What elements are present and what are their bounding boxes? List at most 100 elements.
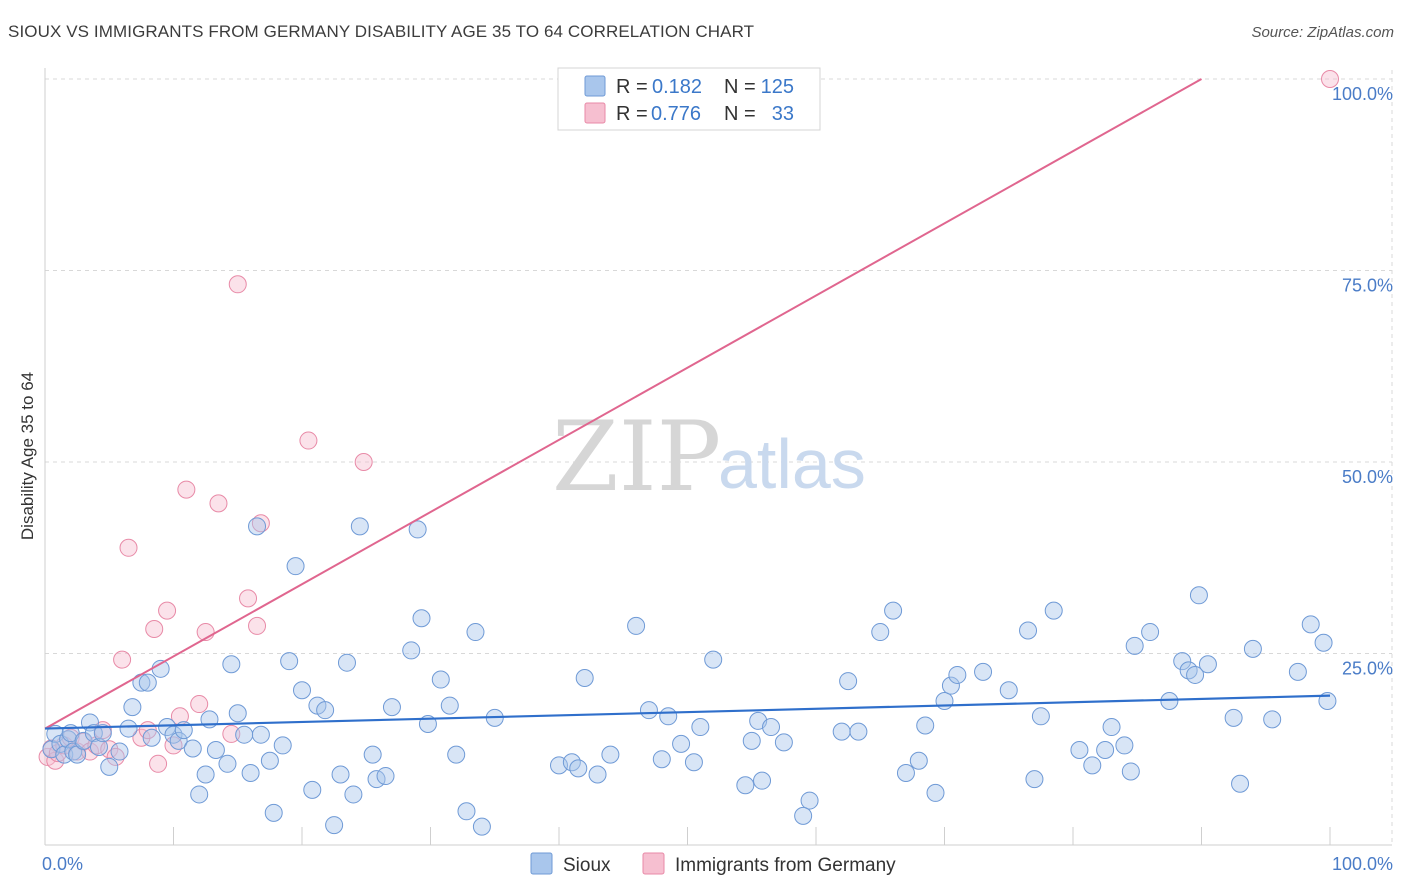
sioux-point <box>431 670 450 689</box>
sioux-trend-line <box>44 694 1331 730</box>
sioux-point <box>260 751 279 770</box>
sioux-point <box>138 673 157 692</box>
chart-title: SIOUX VS IMMIGRANTS FROM GERMANY DISABIL… <box>8 22 755 41</box>
sioux-point <box>1044 601 1063 620</box>
immigrants-point <box>119 538 138 557</box>
sioux-point <box>652 750 671 769</box>
sioux-point <box>896 763 915 782</box>
sioux-point <box>412 609 431 628</box>
sioux-point <box>241 763 260 782</box>
immigrants-point <box>149 754 168 773</box>
sioux-point <box>110 742 129 761</box>
immigrants-point <box>177 480 196 499</box>
sioux-point <box>93 724 112 743</box>
legend-swatch-immigrants <box>642 852 665 875</box>
sioux-point <box>1243 639 1262 658</box>
stats-legend: R = 0.182 N = 125 R = 0.776 N = 33 <box>557 67 821 131</box>
sioux-point <box>704 650 723 669</box>
sioux-point <box>100 757 119 776</box>
legend-label-immigrants: Immigrants from Germany <box>675 855 896 876</box>
sioux-point <box>363 745 382 764</box>
sioux-point <box>196 765 215 784</box>
sioux-point <box>273 736 292 755</box>
sioux-point <box>218 754 237 773</box>
watermark-zip: ZIP <box>552 401 721 513</box>
sioux-point <box>941 676 960 695</box>
stats-legend-swatch-immigrants <box>584 102 606 124</box>
sioux-point <box>1019 621 1038 640</box>
sioux-point <box>639 701 658 720</box>
sioux-point <box>916 716 935 735</box>
sioux-point <box>1224 708 1243 727</box>
sioux-point <box>337 653 356 672</box>
sioux-point <box>794 806 813 825</box>
trend-layer <box>44 78 1331 730</box>
stats-r-label-immigrants: R = <box>616 103 648 125</box>
stats-n-value-immigrants: 33 <box>772 103 794 125</box>
sioux-point <box>183 739 202 758</box>
y-tick-label: 25.0% <box>1342 659 1393 679</box>
stats-legend-swatch-sioux <box>584 75 606 97</box>
sioux-point <box>935 691 954 710</box>
sioux-point <box>251 725 270 744</box>
y-tick-label: 75.0% <box>1342 276 1393 296</box>
stats-n-label-immigrants: N = <box>724 103 756 125</box>
sioux-point <box>1288 662 1307 681</box>
immigrants-point <box>239 589 258 608</box>
series-legend: Sioux Immigrants from Germany <box>530 852 896 876</box>
sioux-point <box>222 655 241 674</box>
y-axis-title: Disability Age 35 to 64 <box>18 372 37 540</box>
sioux-point <box>948 665 967 684</box>
x-tick-label: 100.0% <box>1332 854 1393 874</box>
immigrants-point <box>248 616 267 635</box>
sioux-point <box>264 803 283 822</box>
sioux-point <box>1173 652 1192 671</box>
sioux-point <box>325 816 344 835</box>
series-sioux-points <box>42 517 1337 836</box>
sioux-point <box>344 785 363 804</box>
sioux-point <box>736 776 755 795</box>
sioux-point <box>832 722 851 741</box>
sioux-point <box>884 601 903 620</box>
immigrants-point <box>228 275 247 294</box>
sioux-point <box>849 722 868 741</box>
sioux-point <box>691 718 710 737</box>
x-tick-label: 0.0% <box>42 854 83 874</box>
sioux-point <box>248 517 267 536</box>
sioux-point <box>926 783 945 802</box>
immigrants-point <box>209 494 228 513</box>
sioux-point <box>206 741 225 760</box>
immigrants-trend-line <box>44 78 1202 730</box>
sioux-point <box>286 557 305 576</box>
sioux-point <box>1301 615 1320 634</box>
sioux-point <box>974 662 993 681</box>
sioux-point <box>316 701 335 720</box>
sioux-point <box>123 698 142 717</box>
sioux-point <box>1186 665 1205 684</box>
sioux-point <box>1263 710 1282 729</box>
sioux-point <box>1096 741 1115 760</box>
stats-r-value-immigrants: 0.776 <box>651 103 701 125</box>
chart-source: Source: ZipAtlas.com <box>1251 24 1394 41</box>
sioux-point <box>839 672 858 691</box>
sioux-point <box>999 681 1018 700</box>
immigrants-point <box>158 601 177 620</box>
sioux-point <box>235 725 254 744</box>
sioux-point <box>303 780 322 799</box>
sioux-point <box>74 731 93 750</box>
sioux-point <box>190 785 209 804</box>
immigrants-point <box>354 453 373 471</box>
sioux-point <box>280 652 299 671</box>
watermark-atlas: atlas <box>718 425 866 503</box>
sioux-point <box>331 765 350 784</box>
sioux-point <box>402 641 421 660</box>
sioux-point <box>800 791 819 810</box>
sioux-point <box>1025 770 1044 789</box>
sioux-point <box>1141 623 1160 642</box>
immigrants-point <box>190 695 209 714</box>
legend-swatch-sioux <box>530 852 553 875</box>
sioux-point <box>684 753 703 772</box>
sioux-point <box>909 751 928 770</box>
y-tick-label: 50.0% <box>1342 467 1393 487</box>
